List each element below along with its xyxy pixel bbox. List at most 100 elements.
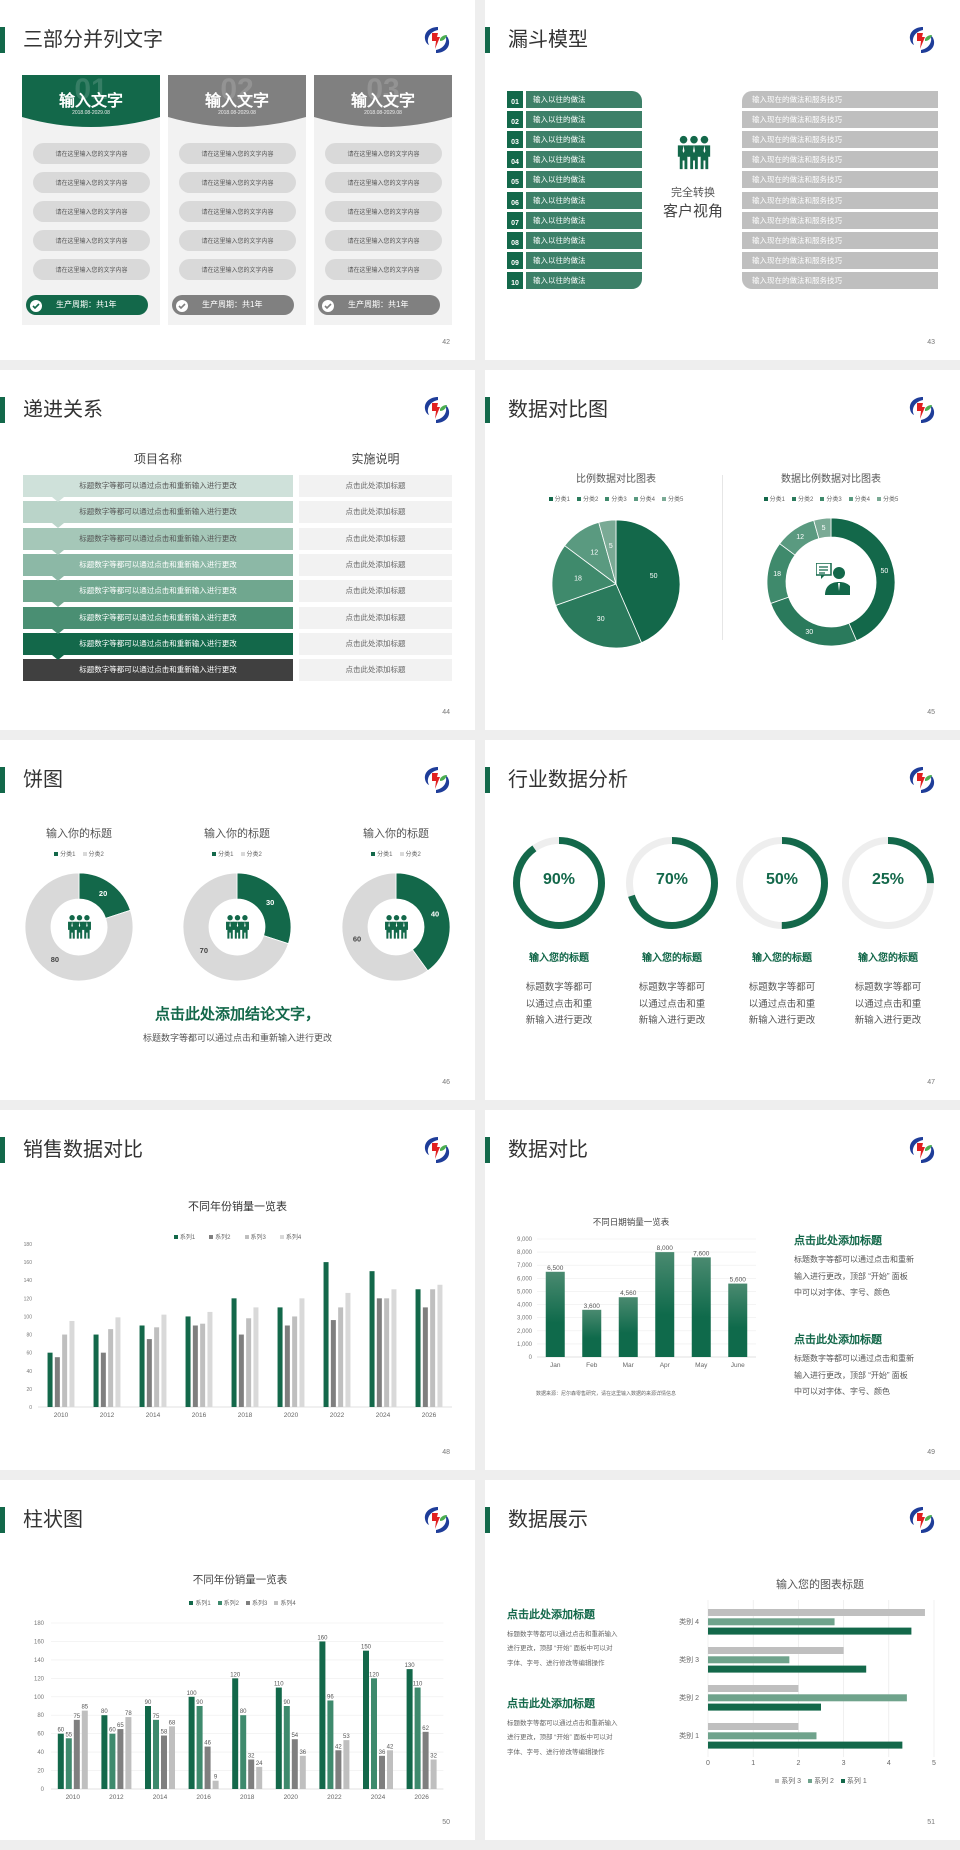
bar[interactable] <box>47 1352 53 1407</box>
bar[interactable] <box>253 1307 259 1407</box>
bar[interactable] <box>708 1703 821 1711</box>
bar[interactable] <box>161 1735 167 1789</box>
bar[interactable] <box>387 1750 393 1789</box>
step-description[interactable]: 点击此处添加标题 <box>299 606 452 629</box>
bar[interactable] <box>422 1731 429 1789</box>
bar[interactable] <box>100 1352 106 1407</box>
pie-slice[interactable] <box>551 545 617 606</box>
past-practice-item[interactable]: 输入以往的做法 <box>526 231 642 249</box>
slide-50[interactable]: 柱状图 50 不同年份销量一览表 系列1 系列2 系列3 系列4 0 20 40 60 80 100 12… <box>0 1480 475 1840</box>
bar[interactable] <box>363 1650 369 1789</box>
bar[interactable] <box>708 1656 790 1664</box>
bar[interactable] <box>101 1715 108 1789</box>
pie-slice[interactable] <box>555 583 643 649</box>
bar[interactable] <box>323 1262 329 1407</box>
bar[interactable] <box>139 1325 145 1408</box>
slide-42[interactable]: 三部分并列文字 42 01 输入文字 2018.08-2029.08 请在这里输入您的文字… <box>0 0 475 360</box>
bar[interactable] <box>728 1283 748 1357</box>
current-practice-item[interactable]: 输入现在的做法和服务技巧 <box>742 251 938 269</box>
bar[interactable] <box>81 1710 88 1789</box>
bar[interactable] <box>65 1738 72 1789</box>
content-pill[interactable]: 请在这里输入您的文字内容 <box>33 143 150 164</box>
bar[interactable] <box>200 1323 206 1407</box>
bar[interactable] <box>618 1297 638 1357</box>
bar[interactable] <box>406 1669 413 1789</box>
bar[interactable] <box>275 1687 282 1789</box>
current-practice-item[interactable]: 输入现在的做法和服务技巧 <box>742 271 938 289</box>
pie-slice[interactable] <box>236 872 292 945</box>
bar[interactable] <box>691 1257 711 1357</box>
bar[interactable] <box>545 1271 565 1357</box>
bar[interactable] <box>369 1271 375 1407</box>
pie-slice[interactable] <box>770 596 858 647</box>
bar[interactable] <box>708 1694 907 1702</box>
content-pill[interactable]: 请在这里输入您的文字内容 <box>325 259 442 280</box>
past-practice-item[interactable]: 输入以往的做法 <box>526 191 642 209</box>
current-practice-item[interactable]: 输入现在的做法和服务技巧 <box>742 211 938 229</box>
bar[interactable] <box>708 1609 925 1616</box>
bar[interactable] <box>62 1334 68 1407</box>
bar[interactable] <box>57 1733 64 1789</box>
content-pill[interactable]: 请在这里输入您的文字内容 <box>325 172 442 193</box>
bar[interactable] <box>330 1320 336 1407</box>
bar[interactable] <box>145 1706 151 1789</box>
progression-step[interactable]: 标题数字等都可以通过点击和重新输入进行更改 <box>23 580 293 603</box>
bar[interactable] <box>299 1755 306 1789</box>
bar[interactable] <box>125 1717 132 1789</box>
slide-47[interactable]: 行业数据分析 47 90% 输入您的标题 标题数字等都可 以通过点击和重 新输入进行更改 70… <box>485 740 960 1100</box>
bar[interactable] <box>185 1316 191 1407</box>
current-practice-item[interactable]: 输入现在的做法和服务技巧 <box>742 131 938 149</box>
bar[interactable] <box>414 1687 421 1789</box>
slide-51[interactable]: 数据展示 51 输入您的图表标题 点击此处添加标题 标题数字等都可以通过点击和重新输入进… <box>485 1480 960 1840</box>
bar[interactable] <box>327 1700 334 1789</box>
bar[interactable] <box>238 1334 244 1407</box>
past-practice-item[interactable]: 输入以往的做法 <box>526 131 642 149</box>
step-description[interactable]: 点击此处添加标题 <box>299 553 452 576</box>
bar[interactable] <box>108 1329 114 1407</box>
bar[interactable] <box>232 1678 239 1789</box>
bar[interactable] <box>376 1298 382 1407</box>
bar[interactable] <box>188 1696 195 1789</box>
content-pill[interactable]: 请在这里输入您的文字内容 <box>325 143 442 164</box>
bar[interactable] <box>277 1307 283 1407</box>
bar[interactable] <box>708 1723 799 1730</box>
progression-step[interactable]: 标题数字等都可以通过点击和重新输入进行更改 <box>23 501 293 524</box>
bar[interactable] <box>246 1318 252 1407</box>
current-practice-item[interactable]: 输入现在的做法和服务技巧 <box>742 171 938 189</box>
past-practice-item[interactable]: 输入以往的做法 <box>526 151 642 169</box>
pie-slice[interactable] <box>182 872 289 982</box>
bar[interactable] <box>231 1298 237 1407</box>
content-pill[interactable]: 请在这里输入您的文字内容 <box>179 201 296 222</box>
bar[interactable] <box>146 1339 152 1407</box>
bar[interactable] <box>292 1316 298 1407</box>
bar[interactable] <box>204 1746 211 1789</box>
pie-slice[interactable] <box>598 519 617 585</box>
progression-step[interactable]: 标题数字等都可以通过点击和重新输入进行更改 <box>23 632 293 655</box>
bar[interactable] <box>582 1309 602 1357</box>
pie-slice[interactable] <box>813 517 832 540</box>
bar[interactable] <box>655 1252 675 1357</box>
progression-step[interactable]: 标题数字等都可以通过点击和重新输入进行更改 <box>23 527 293 550</box>
bar[interactable] <box>284 1325 290 1408</box>
bar[interactable] <box>319 1641 326 1789</box>
content-pill[interactable]: 请在这里输入您的文字内容 <box>325 230 442 251</box>
slide-48[interactable]: 销售数据对比 48 不同年份销量一览表 系列1 系列2 系列3 系列4 0 20 40 60 80 10… <box>0 1110 475 1470</box>
bar[interactable] <box>69 1320 75 1407</box>
bar[interactable] <box>384 1298 390 1407</box>
step-description[interactable]: 点击此处添加标题 <box>299 527 452 550</box>
bar[interactable] <box>708 1627 912 1635</box>
past-practice-item[interactable]: 输入以往的做法 <box>526 251 642 269</box>
bar[interactable] <box>338 1307 344 1407</box>
past-practice-item[interactable]: 输入以往的做法 <box>526 211 642 229</box>
bar[interactable] <box>73 1719 80 1789</box>
content-pill[interactable]: 请在这里输入您的文字内容 <box>325 201 442 222</box>
step-description[interactable]: 点击此处添加标题 <box>299 501 452 524</box>
slide-49[interactable]: 数据对比 49 不同日期销量一览表 0 1,000 2,000 3,000 4,000 5,00… <box>485 1110 960 1470</box>
bar[interactable] <box>430 1289 436 1407</box>
current-practice-item[interactable]: 输入现在的做法和服务技巧 <box>742 231 938 249</box>
footer-pill[interactable]: 生产周期：共1年 <box>26 295 148 315</box>
progression-step[interactable]: 标题数字等都可以通过点击和重新输入进行更改 <box>23 606 293 629</box>
step-description[interactable]: 点击此处添加标题 <box>299 632 452 655</box>
bar[interactable] <box>212 1780 219 1789</box>
bar[interactable] <box>708 1732 817 1740</box>
